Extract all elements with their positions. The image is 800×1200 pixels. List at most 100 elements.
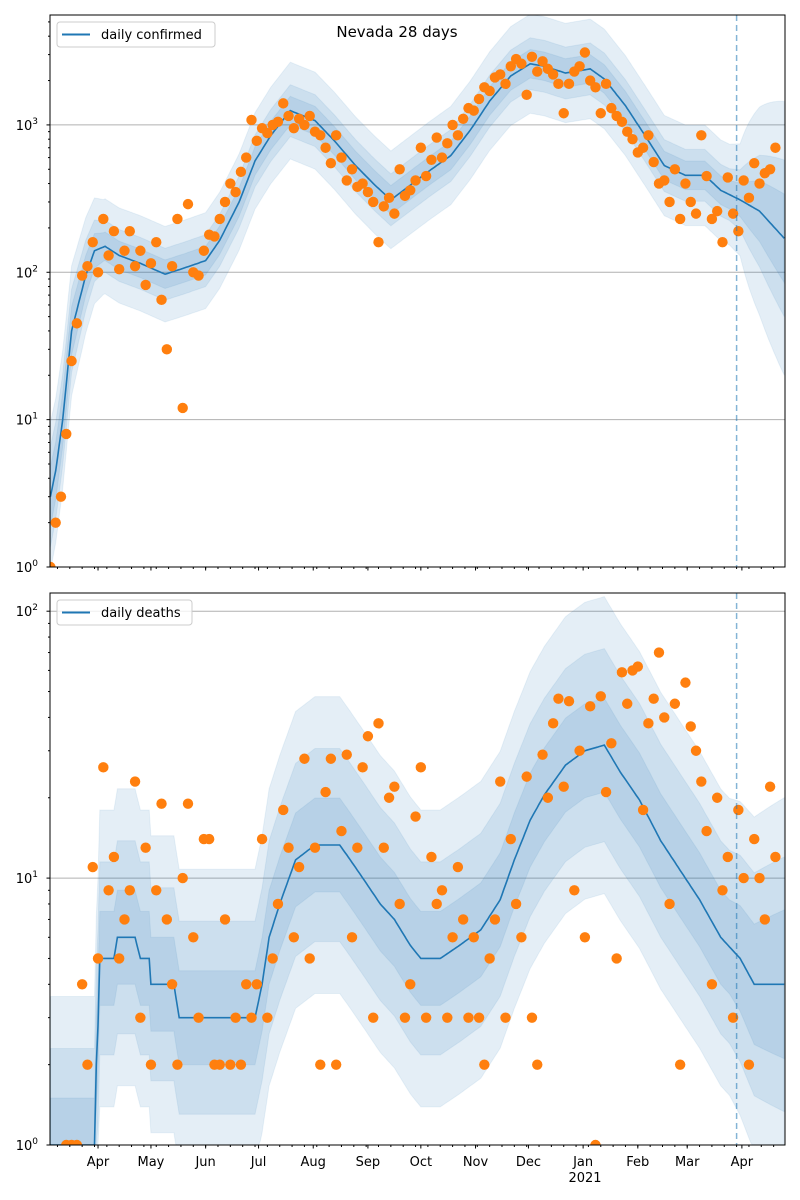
data-point <box>579 932 591 943</box>
x-tick-label: Apr <box>87 1155 110 1170</box>
data-point <box>151 236 162 248</box>
data-point <box>452 861 464 873</box>
data-point <box>166 979 178 990</box>
data-point <box>764 164 776 175</box>
data-point <box>368 1012 379 1023</box>
data-point <box>685 721 696 732</box>
data-point <box>452 130 464 141</box>
data-point <box>352 842 363 853</box>
data-point <box>680 178 691 189</box>
data-point <box>526 1012 538 1023</box>
data-point <box>669 164 681 175</box>
confidence-band-2 <box>50 37 785 548</box>
data-point <box>71 1139 83 1145</box>
data-point <box>542 792 554 803</box>
data-point <box>659 175 670 186</box>
data-point <box>616 116 628 127</box>
data-point <box>182 798 194 809</box>
data-point <box>135 245 146 256</box>
data-point <box>717 236 728 248</box>
data-point <box>230 1012 241 1023</box>
data-point <box>532 1059 543 1070</box>
data-point <box>278 804 289 816</box>
data-point <box>188 932 199 943</box>
data-point <box>92 953 104 964</box>
confidence-band-3 <box>50 596 785 1145</box>
data-point <box>230 186 241 198</box>
data-point <box>219 196 231 208</box>
data-point <box>770 142 781 153</box>
data-point <box>373 236 384 248</box>
data-point <box>383 192 395 204</box>
data-point <box>579 47 591 58</box>
data-point <box>309 842 321 853</box>
plot-area <box>50 596 785 1145</box>
data-point <box>606 102 617 114</box>
data-point <box>521 771 532 782</box>
data-point <box>140 279 151 291</box>
data-point <box>690 208 702 219</box>
data-point <box>759 914 771 925</box>
data-point <box>653 647 665 658</box>
data-point <box>256 833 268 845</box>
data-point <box>643 130 654 141</box>
data-point <box>61 428 72 440</box>
data-point <box>563 78 575 90</box>
data-point <box>315 130 326 141</box>
year-label: 2021 <box>568 1171 601 1186</box>
data-point <box>299 119 310 131</box>
data-point <box>304 953 315 964</box>
data-point <box>484 85 495 97</box>
data-point <box>357 178 368 189</box>
data-point <box>664 196 675 208</box>
data-point <box>113 263 125 275</box>
data-point <box>98 762 109 773</box>
data-point <box>547 718 559 729</box>
data-point <box>727 1012 739 1023</box>
data-point <box>600 786 612 798</box>
data-point <box>722 851 733 863</box>
data-point <box>701 170 712 182</box>
legend-label: daily deaths <box>101 606 181 621</box>
data-point <box>272 116 284 127</box>
data-point <box>251 979 262 990</box>
data-point <box>553 78 564 90</box>
data-point <box>442 138 453 149</box>
data-point <box>198 245 210 256</box>
data-point <box>103 885 114 896</box>
data-point <box>193 270 204 281</box>
data-point <box>436 885 448 896</box>
data-point <box>203 833 215 845</box>
data-point <box>113 953 125 964</box>
data-point <box>225 1059 236 1070</box>
data-point <box>516 58 527 69</box>
data-point <box>770 851 781 863</box>
data-point <box>346 164 358 175</box>
y-tick-label: 102 <box>16 264 38 281</box>
data-point <box>172 1059 183 1070</box>
data-point <box>516 932 527 943</box>
data-point <box>733 225 744 237</box>
data-point <box>584 701 596 712</box>
data-point <box>394 164 405 175</box>
data-point <box>606 738 617 749</box>
data-point <box>738 872 749 884</box>
data-point <box>336 152 347 163</box>
data-point <box>82 260 93 272</box>
x-tick-label: Feb <box>626 1155 649 1170</box>
data-point <box>420 170 432 182</box>
legend-label: daily confirmed <box>101 28 202 43</box>
data-point <box>219 914 231 925</box>
data-point <box>510 898 522 910</box>
data-point <box>637 804 649 816</box>
data-point <box>193 1012 204 1023</box>
data-point <box>288 932 300 943</box>
data-point <box>415 142 427 153</box>
data-point <box>495 776 506 787</box>
data-point <box>87 236 98 248</box>
data-point <box>378 201 389 212</box>
data-point <box>733 804 744 816</box>
data-point <box>669 698 681 709</box>
data-point <box>330 130 342 141</box>
